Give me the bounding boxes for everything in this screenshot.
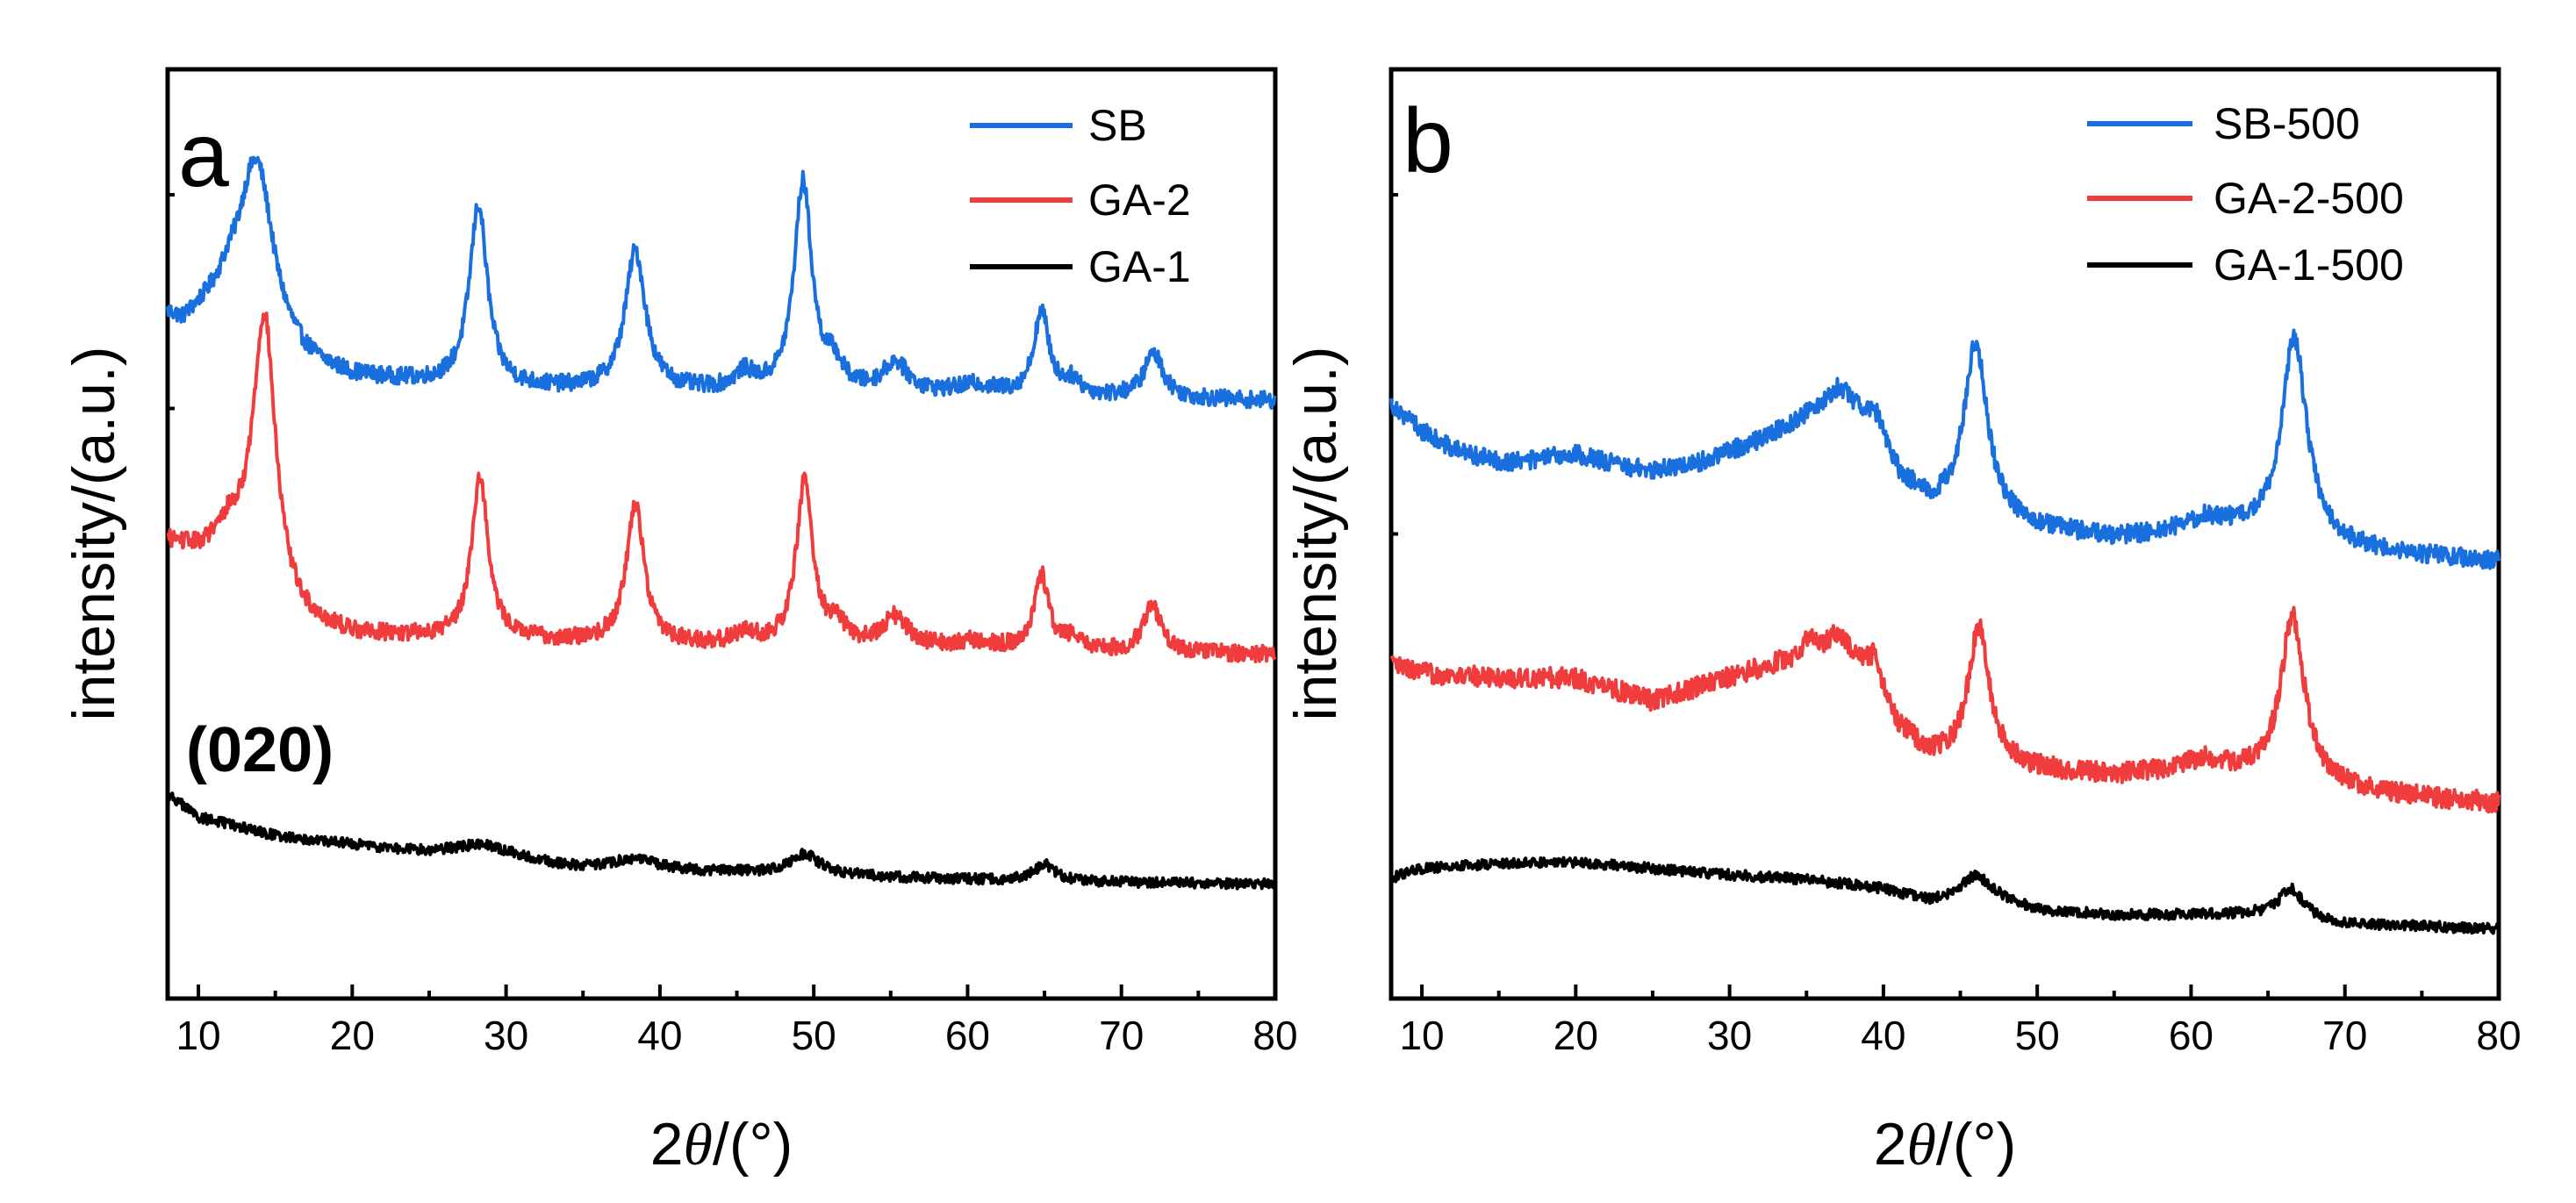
- series-line-ga-2: [166, 311, 1277, 663]
- panel-a: 10 20 30 40 50 60 70 80 a (020) SB GA-2 GA-1 in…: [61, 67, 1298, 1178]
- series-line-ga-2-500: [1389, 605, 2501, 814]
- x-tick-label-80: 80: [1252, 1013, 1297, 1058]
- panel-a-ticks: [168, 192, 1277, 999]
- legend-label-ga2500: GA-2-500: [2214, 174, 2404, 223]
- x-tick-label-60: 60: [945, 1013, 990, 1058]
- x-tick-label-20: 20: [1553, 1013, 1598, 1058]
- panel-b-legend: SB-500 GA-2-500 GA-1-500: [2087, 99, 2404, 290]
- panel-b-x-axis-title-theta: θ: [1907, 1111, 1936, 1178]
- x-tick-label-80: 80: [2476, 1013, 2521, 1058]
- x-tick-label-70: 70: [1099, 1013, 1144, 1058]
- legend-label-ga1: GA-1: [1088, 242, 1191, 291]
- panel-a-label: a: [178, 104, 229, 206]
- x-tick-label-30: 30: [1707, 1013, 1752, 1058]
- panel-a-legend: SB GA-2 GA-1: [970, 101, 1191, 291]
- legend-label-ga2: GA-2: [1088, 175, 1191, 225]
- panel-a-series: [166, 155, 1277, 891]
- x-tick-label-10: 10: [1399, 1013, 1444, 1058]
- panel-b-series: [1389, 328, 2501, 935]
- x-tick-label-20: 20: [330, 1013, 375, 1058]
- annotation-020: (020): [186, 715, 334, 785]
- x-tick-label-30: 30: [484, 1013, 528, 1058]
- panel-b-x-axis-title-prefix: 2: [1874, 1111, 1907, 1178]
- panel-b-x-axis-title-unit: /(°): [1936, 1111, 2016, 1178]
- series-line-ga-1: [166, 791, 1277, 891]
- panel-b-label: b: [1403, 90, 1453, 192]
- panel-a-x-axis-title-unit: /(°): [713, 1111, 793, 1178]
- legend-label-sb: SB: [1088, 101, 1147, 150]
- panel-b-ticks: [1391, 192, 2501, 999]
- panel-b-tick-labels: 10 20 30 40 50 60 70 80: [1399, 1013, 2521, 1058]
- legend-label-sb500: SB-500: [2214, 99, 2360, 148]
- panel-a-x-axis-title-theta: θ: [684, 1111, 713, 1178]
- panel-a-x-axis-title: 2θ/(°): [650, 1111, 793, 1178]
- panel-b-x-axis-title: 2θ/(°): [1874, 1111, 2017, 1178]
- panel-b-y-axis-title: intensity/(a.u.): [1282, 346, 1349, 720]
- x-tick-label-50: 50: [792, 1013, 836, 1058]
- x-tick-label-40: 40: [637, 1013, 682, 1058]
- series-line-ga-1-500: [1389, 856, 2501, 935]
- x-tick-label-70: 70: [2322, 1013, 2367, 1058]
- panel-a-y-axis-title: intensity/(a.u.): [61, 346, 127, 720]
- series-line-sb-500: [1389, 328, 2501, 570]
- legend-label-ga1500: GA-1-500: [2214, 240, 2404, 290]
- panel-a-x-axis-title-prefix: 2: [650, 1111, 684, 1178]
- panel-a-tick-labels: 10 20 30 40 50 60 70 80: [176, 1013, 1297, 1058]
- x-tick-label-50: 50: [2015, 1013, 2060, 1058]
- x-tick-label-40: 40: [1861, 1013, 1905, 1058]
- panel-b: 10 20 30 40 50 60 70 80 b SB-500 GA-2-500 GA-1-…: [1282, 67, 2522, 1178]
- series-line-sb: [166, 155, 1277, 410]
- x-tick-label-60: 60: [2169, 1013, 2214, 1058]
- x-tick-label-10: 10: [176, 1013, 220, 1058]
